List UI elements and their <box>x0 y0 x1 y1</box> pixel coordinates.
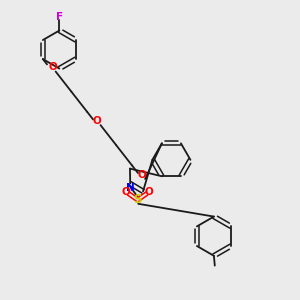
Text: O: O <box>138 170 146 180</box>
Text: O: O <box>122 187 130 197</box>
Text: S: S <box>134 194 142 206</box>
Text: O: O <box>93 116 102 126</box>
Text: O: O <box>145 187 154 197</box>
Text: F: F <box>56 11 63 22</box>
Text: N: N <box>126 183 135 193</box>
Text: O: O <box>48 62 57 72</box>
